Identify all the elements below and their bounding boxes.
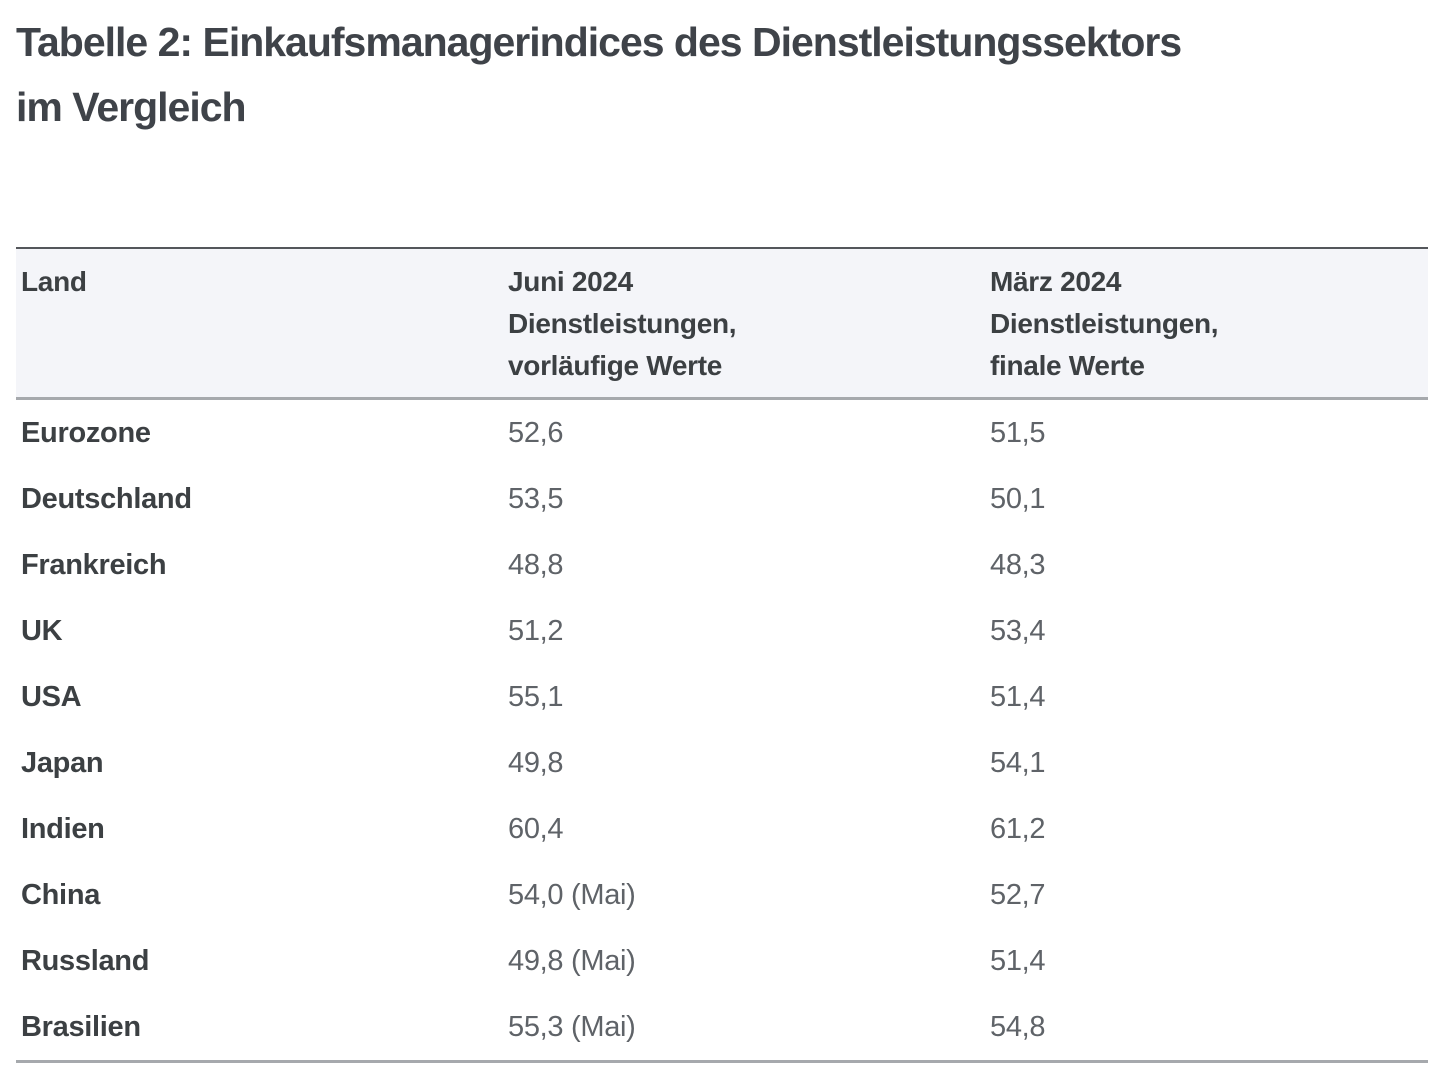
column-header-juni-line-1: Juni 2024: [508, 266, 633, 297]
maerz-value-cell: 52,7: [990, 878, 1046, 911]
maerz-value-cell: 54,8: [990, 1010, 1046, 1043]
table-row-indien: Indien 60,4 61,2: [16, 796, 1428, 862]
column-header-juni-line-2: Dienstleistungen,: [508, 308, 737, 339]
maerz-value-cell: 54,1: [990, 746, 1046, 779]
page-title-line-2: im Vergleich: [16, 84, 247, 130]
maerz-value-cell: 53,4: [990, 614, 1046, 647]
juni-value-cell: 49,8: [508, 746, 564, 779]
table-row-usa: USA 55,1 51,4: [16, 664, 1428, 730]
juni-value-cell: 60,4: [508, 812, 564, 845]
country-cell: Deutschland: [21, 482, 192, 515]
country-cell: Russland: [21, 944, 150, 977]
country-cell: Brasilien: [21, 1010, 141, 1043]
country-cell: Japan: [21, 746, 104, 779]
juni-value-cell: 54,0 (Mai): [508, 878, 636, 911]
country-cell: China: [21, 878, 101, 911]
column-header-land-line: Land: [21, 266, 87, 297]
maerz-value-cell: 51,4: [990, 680, 1046, 713]
country-cell: Eurozone: [21, 416, 151, 449]
column-header-juni-2024: Juni 2024 Dienstleistungen, vorläufige W…: [503, 261, 985, 387]
country-cell: Indien: [21, 812, 105, 845]
table-body: Eurozone 52,6 51,5 Deutschland 53,5 50,1…: [16, 400, 1428, 1063]
table-row-uk: UK 51,2 53,4: [16, 598, 1428, 664]
page-title-line-1: Tabelle 2: Einkaufsmanagerindices des Di…: [16, 19, 1182, 65]
column-header-maerz-line-1: März 2024: [990, 266, 1122, 297]
juni-value-cell: 55,1: [508, 680, 564, 713]
table-row-deutschland: Deutschland 53,5 50,1: [16, 466, 1428, 532]
juni-value-cell: 51,2: [508, 614, 564, 647]
column-header-maerz-line-3: finale Werte: [990, 350, 1145, 381]
pmi-comparison-table: Land Juni 2024 Dienstleistungen, vorläuf…: [16, 247, 1428, 1063]
page-title: Tabelle 2: Einkaufsmanagerindices des Di…: [16, 10, 1428, 140]
column-header-maerz-line-2: Dienstleistungen,: [990, 308, 1219, 339]
table-row-china: China 54,0 (Mai) 52,7: [16, 862, 1428, 928]
maerz-value-cell: 51,4: [990, 944, 1046, 977]
column-header-land: Land: [16, 261, 503, 387]
juni-value-cell: 49,8 (Mai): [508, 944, 636, 977]
country-cell: UK: [21, 614, 63, 647]
juni-value-cell: 53,5: [508, 482, 564, 515]
maerz-value-cell: 51,5: [990, 416, 1046, 449]
column-header-juni-line-3: vorläufige Werte: [508, 350, 723, 381]
country-cell: USA: [21, 680, 82, 713]
country-cell: Frankreich: [21, 548, 167, 581]
table-row-eurozone: Eurozone 52,6 51,5: [16, 400, 1428, 466]
juni-value-cell: 48,8: [508, 548, 564, 581]
juni-value-cell: 52,6: [508, 416, 564, 449]
maerz-value-cell: 61,2: [990, 812, 1046, 845]
table-row-brasilien: Brasilien 55,3 (Mai) 54,8: [16, 994, 1428, 1060]
maerz-value-cell: 50,1: [990, 482, 1046, 515]
table-row-japan: Japan 49,8 54,1: [16, 730, 1428, 796]
table-header-row: Land Juni 2024 Dienstleistungen, vorläuf…: [16, 247, 1428, 400]
table-row-russland: Russland 49,8 (Mai) 51,4: [16, 928, 1428, 994]
juni-value-cell: 55,3 (Mai): [508, 1010, 636, 1043]
maerz-value-cell: 48,3: [990, 548, 1046, 581]
table-row-frankreich: Frankreich 48,8 48,3: [16, 532, 1428, 598]
column-header-maerz-2024: März 2024 Dienstleistungen, finale Werte: [985, 261, 1428, 387]
